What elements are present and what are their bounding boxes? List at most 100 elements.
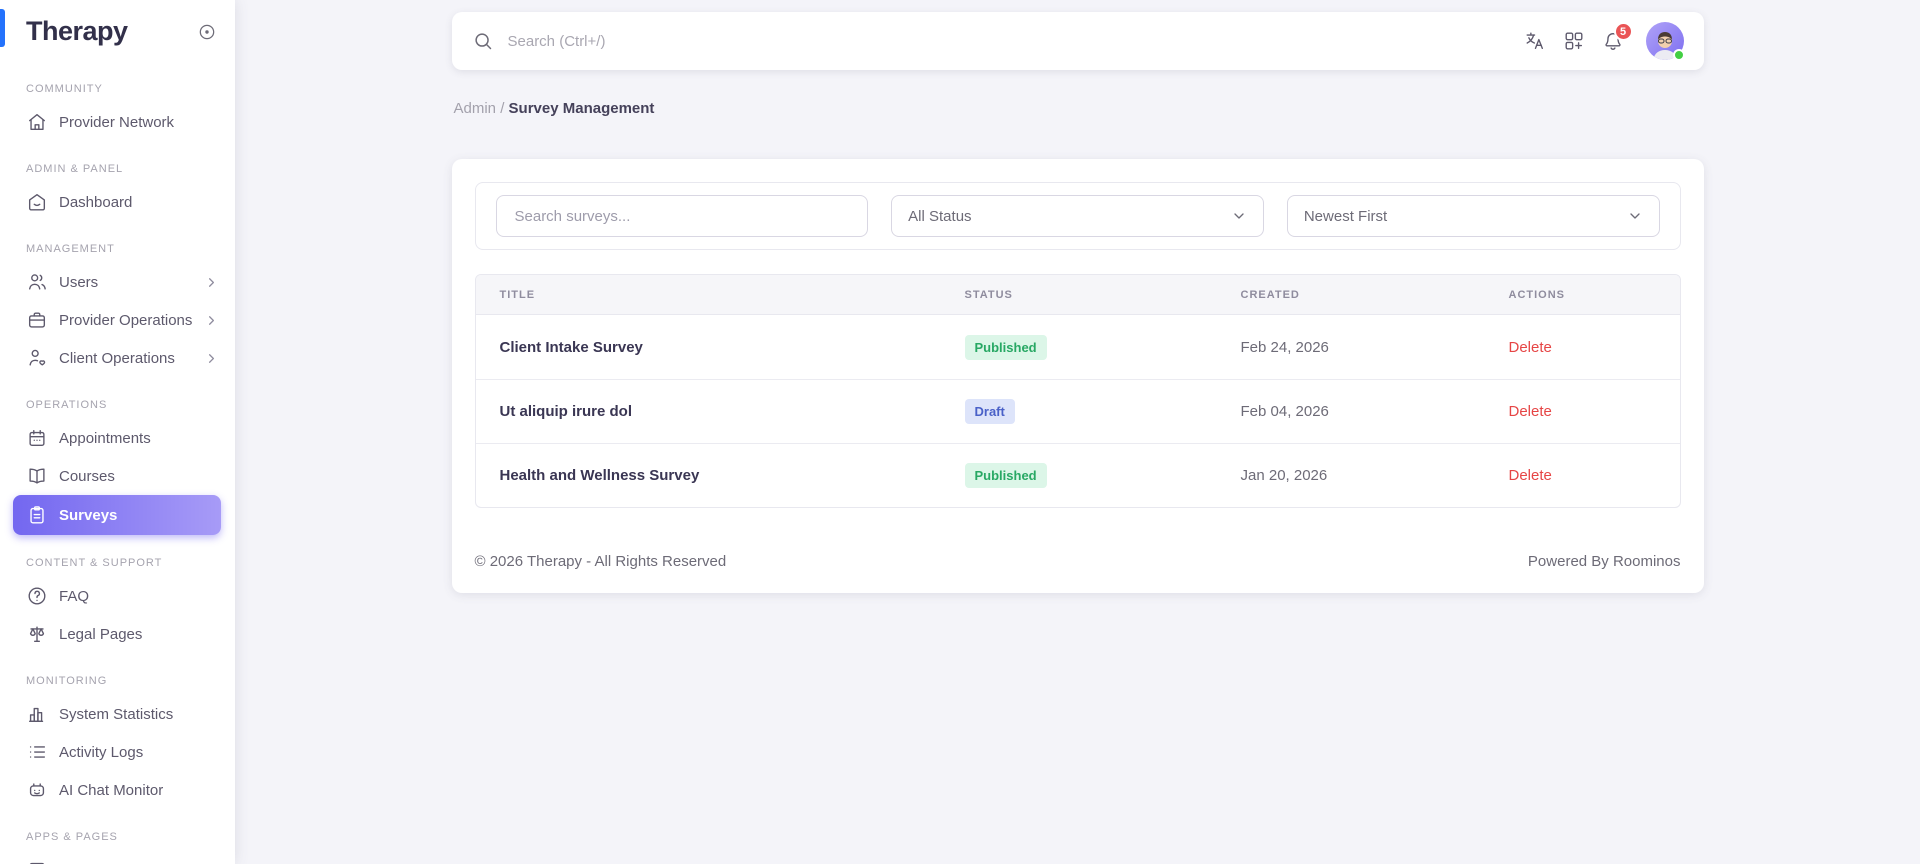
sidebar-item-legal-pages[interactable]: Legal Pages <box>0 615 235 653</box>
created-date: Feb 04, 2026 <box>1240 403 1329 420</box>
sidebar-item-label: FAQ <box>59 587 90 605</box>
notification-count-badge: 5 <box>1613 22 1633 41</box>
robot-icon <box>26 779 48 801</box>
sidebar-item-provider-operations[interactable]: Provider Operations <box>0 301 235 339</box>
sidebar-item-label: Courses <box>59 467 115 485</box>
sort-order-select[interactable]: Newest First <box>1286 195 1660 237</box>
status-badge: Draft <box>964 399 1015 424</box>
copyright-text: © 2026 Therapy - All Rights Reserved <box>474 553 727 570</box>
chevron-right-icon <box>204 275 219 290</box>
language-icon[interactable] <box>1524 30 1546 52</box>
status-badge: Published <box>964 463 1047 488</box>
user-heart-icon <box>26 347 48 369</box>
help-circle-icon <box>26 585 48 607</box>
table-row: Health and Wellness Survey Published Jan… <box>475 443 1680 507</box>
sidebar-item-label: Appointments <box>59 429 151 447</box>
section-label-content-support: CONTENT & SUPPORT <box>26 557 163 569</box>
app-logo: Therapy <box>26 16 128 46</box>
created-date: Jan 20, 2026 <box>1240 467 1328 484</box>
sidebar-item-label: Client Operations <box>59 349 175 367</box>
survey-title: Health and Wellness Survey <box>499 467 700 484</box>
table-row: Ut aliquip irure dol Draft Feb 04, 2026 … <box>475 379 1680 443</box>
chevron-right-icon <box>204 351 219 366</box>
breadcrumb-separator: / <box>500 100 505 117</box>
sidebar-item-label: Provider Network <box>59 113 175 131</box>
sidebar-item-label: Dashboard <box>59 193 133 211</box>
delete-button[interactable]: Delete <box>1508 338 1552 356</box>
section-label-monitoring: MONITORING <box>26 675 108 687</box>
sidebar-pin-icon[interactable] <box>197 22 217 42</box>
section-label-management: MANAGEMENT <box>26 243 115 255</box>
column-header-title: TITLE <box>499 288 536 301</box>
topbar-actions: 5 <box>1524 22 1685 61</box>
chevron-down-icon <box>1231 208 1247 224</box>
bar-chart-icon <box>26 703 48 725</box>
list-icon <box>26 741 48 763</box>
card-footer: © 2026 Therapy - All Rights Reserved Pow… <box>475 553 1681 570</box>
survey-search-input[interactable] <box>512 206 852 226</box>
chat-icon <box>26 859 48 864</box>
sidebar-item-courses[interactable]: Courses <box>0 457 235 495</box>
breadcrumb-page-title: Survey Management <box>508 100 655 117</box>
status-filter-value: All Status <box>908 207 972 225</box>
column-header-status: STATUS <box>964 288 1013 301</box>
topbar: 5 <box>451 12 1704 70</box>
global-search <box>472 30 1524 52</box>
users-icon <box>26 271 48 293</box>
section-label-admin-panel: ADMIN & PANEL <box>26 163 124 175</box>
sidebar-item-label: System Statistics <box>59 705 174 723</box>
chevron-down-icon <box>1627 208 1643 224</box>
briefcase-icon <box>26 309 48 331</box>
section-label-operations: OPERATIONS <box>26 399 108 411</box>
breadcrumb-section[interactable]: Admin <box>453 100 497 117</box>
column-header-created: CREATED <box>1240 288 1300 301</box>
sidebar-item-activity-logs[interactable]: Activity Logs <box>0 733 235 771</box>
sidebar-item-provider-network[interactable]: Provider Network <box>0 103 235 141</box>
sidebar-item-system-statistics[interactable]: System Statistics <box>0 695 235 733</box>
sidebar-item-dashboard[interactable]: Dashboard <box>0 183 235 221</box>
scales-icon <box>26 623 48 645</box>
sidebar-item-client-operations[interactable]: Client Operations <box>0 339 235 377</box>
search-icon[interactable] <box>472 30 494 52</box>
sidebar-item-label: Chat <box>59 862 91 864</box>
survey-title: Client Intake Survey <box>499 338 643 356</box>
logo-accent-bar <box>0 9 5 47</box>
created-date: Feb 24, 2026 <box>1240 338 1329 356</box>
surveys-table: TITLE STATUS CREATED ACTIONS Client Inta… <box>474 274 1681 508</box>
survey-title: Ut aliquip irure dol <box>499 403 633 420</box>
sidebar-item-surveys[interactable]: Surveys <box>13 495 221 535</box>
apps-grid-icon[interactable] <box>1563 30 1585 52</box>
sidebar-item-ai-chat-monitor[interactable]: AI Chat Monitor <box>0 771 235 809</box>
table-header-row: TITLE STATUS CREATED ACTIONS <box>475 275 1680 315</box>
clipboard-icon <box>26 504 48 526</box>
sidebar-item-label: Surveys <box>59 506 118 524</box>
sidebar-item-faq[interactable]: FAQ <box>0 577 235 615</box>
sort-order-value: Newest First <box>1303 207 1388 225</box>
section-label-apps-pages: APPS & PAGES <box>26 831 118 843</box>
calendar-icon <box>26 427 48 449</box>
sidebar-item-appointments[interactable]: Appointments <box>0 419 235 457</box>
sidebar-item-label: Legal Pages <box>59 625 143 643</box>
home-smile-icon <box>26 191 48 213</box>
sidebar-item-label: Activity Logs <box>59 743 144 761</box>
section-label-community: COMMUNITY <box>26 83 103 95</box>
sidebar: Therapy COMMUNITY Provider Network ADMIN… <box>0 0 235 864</box>
online-status-dot <box>1672 49 1685 61</box>
global-search-input[interactable] <box>505 31 926 51</box>
chevron-right-icon <box>204 313 219 328</box>
book-icon <box>26 465 48 487</box>
sidebar-item-label: AI Chat Monitor <box>59 781 164 799</box>
column-header-actions: ACTIONS <box>1508 288 1565 301</box>
main-content: 5 Admin / Survey Management <box>235 0 1920 593</box>
table-row: Client Intake Survey Published Feb 24, 2… <box>476 315 1680 379</box>
notifications-bell-icon[interactable]: 5 <box>1602 22 1633 52</box>
user-avatar[interactable] <box>1645 22 1685 61</box>
delete-button[interactable]: Delete <box>1508 403 1552 420</box>
delete-button[interactable]: Delete <box>1508 467 1552 484</box>
powered-by-text[interactable]: Powered By Roominos <box>1527 553 1681 570</box>
survey-search-field <box>495 195 869 237</box>
sidebar-item-users[interactable]: Users <box>0 263 235 301</box>
breadcrumb: Admin / Survey Management <box>454 100 1704 117</box>
status-filter-select[interactable]: All Status <box>891 195 1264 237</box>
sidebar-item-chat[interactable]: Chat <box>0 851 235 864</box>
